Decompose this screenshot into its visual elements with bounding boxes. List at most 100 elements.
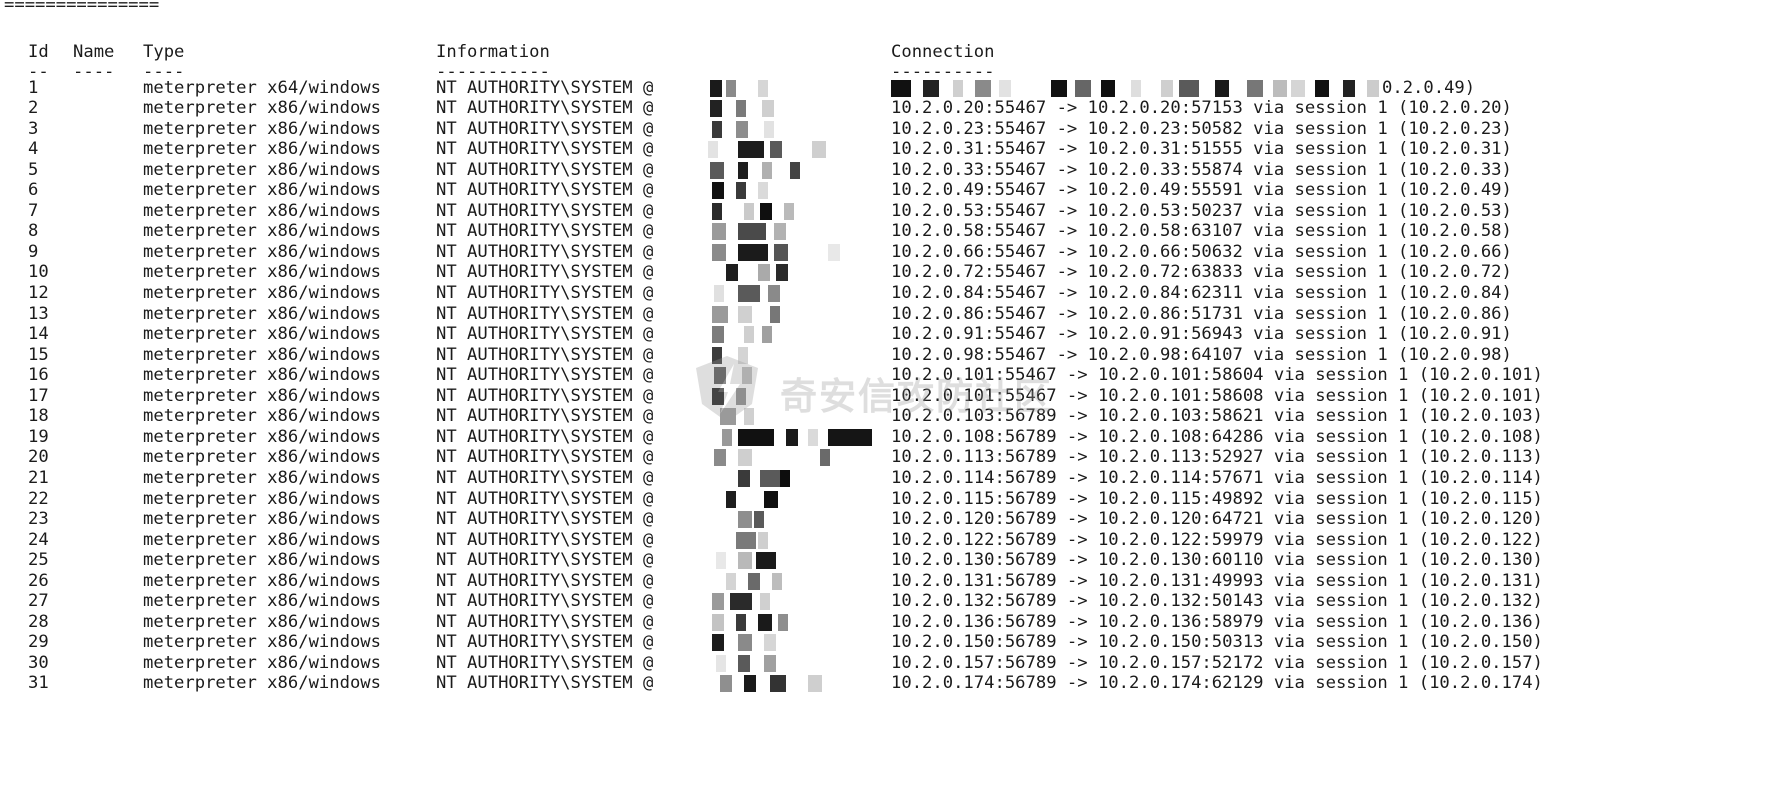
session-id: 18 xyxy=(28,406,49,427)
table-row: 15 meterpreter x86/windows NT AUTHORITY\SY… xyxy=(0,344,1784,367)
session-connection: 10.2.0.150:56789 -> 10.2.0.150:50313 via… xyxy=(891,632,1543,653)
table-row: 29 meterpreter x86/windows NT AUTHORITY\SY… xyxy=(0,631,1784,654)
separator-line: =============== xyxy=(0,0,1784,17)
session-connection: 10.2.0.33:55467 -> 10.2.0.33:55874 via s… xyxy=(891,159,1512,180)
session-type: meterpreter x86/windows xyxy=(143,180,381,201)
redacted-hostname xyxy=(0,241,880,264)
header-rule-name: ---- xyxy=(73,62,115,82)
session-id: 9 xyxy=(28,241,39,262)
redacted-hostname xyxy=(0,220,880,243)
session-connection: 10.2.0.72:55467 -> 10.2.0.72:63833 via s… xyxy=(891,262,1512,283)
session-information: NT AUTHORITY\SYSTEM @ xyxy=(436,77,654,98)
session-connection: 10.2.0.120:56789 -> 10.2.0.120:64721 via… xyxy=(891,509,1543,530)
table-row: 26 meterpreter x86/windows NT AUTHORITY\SY… xyxy=(0,570,1784,593)
redacted-hostname xyxy=(0,323,880,346)
table-row: 4 meterpreter x86/windows NT AUTHORITY\SYS… xyxy=(0,138,1784,161)
header-type: Type xyxy=(143,42,185,62)
session-id: 30 xyxy=(28,652,49,673)
redacted-hostname xyxy=(0,611,880,634)
session-id: 7 xyxy=(28,200,39,221)
redacted-hostname xyxy=(0,426,880,449)
table-row: 9 meterpreter x86/windows NT AUTHORITY\SYS… xyxy=(0,241,1784,264)
session-connection: 10.2.0.98:55467 -> 10.2.0.98:64107 via s… xyxy=(891,344,1512,365)
session-connection: 10.2.0.101:55467 -> 10.2.0.101:58604 via… xyxy=(891,365,1543,386)
session-information: NT AUTHORITY\SYSTEM @ xyxy=(436,303,654,324)
table-row: 7 meterpreter x86/windows NT AUTHORITY\SYS… xyxy=(0,200,1784,223)
session-information: NT AUTHORITY\SYSTEM @ xyxy=(436,426,654,447)
table-row: 28 meterpreter x86/windows NT AUTHORITY\SY… xyxy=(0,611,1784,634)
session-information: NT AUTHORITY\SYSTEM @ xyxy=(436,118,654,139)
session-id: 2 xyxy=(28,98,39,119)
redacted-hostname xyxy=(0,570,880,593)
table-row: 12 meterpreter x86/windows NT AUTHORITY\SY… xyxy=(0,282,1784,305)
session-type: meterpreter x64/windows xyxy=(143,77,381,98)
session-connection: 10.2.0.136:56789 -> 10.2.0.136:58979 via… xyxy=(891,611,1543,632)
table-row: 17 meterpreter x86/windows NT AUTHORITY\SY… xyxy=(0,385,1784,408)
session-id: 12 xyxy=(28,283,49,303)
session-type: meterpreter x86/windows xyxy=(143,467,381,488)
session-id: 16 xyxy=(28,365,49,386)
redacted-hostname xyxy=(0,303,880,326)
redacted-hostname xyxy=(0,138,880,161)
header-connection: Connection xyxy=(891,42,995,62)
session-id: 25 xyxy=(28,550,49,571)
redacted-hostname xyxy=(0,590,880,613)
session-type: meterpreter x86/windows xyxy=(143,324,381,345)
table-row: 18 meterpreter x86/windows NT AUTHORITY\SY… xyxy=(0,405,1784,428)
session-connection: 10.2.0.132:56789 -> 10.2.0.132:50143 via… xyxy=(891,591,1543,612)
redacted-hostname xyxy=(0,652,880,675)
redacted-connection xyxy=(891,77,1391,100)
session-information: NT AUTHORITY\SYSTEM @ xyxy=(436,488,654,509)
session-id: 3 xyxy=(28,118,39,139)
redacted-hostname xyxy=(0,77,880,100)
session-information: NT AUTHORITY\SYSTEM @ xyxy=(436,241,654,262)
session-information: NT AUTHORITY\SYSTEM @ xyxy=(436,159,654,180)
session-type: meterpreter x86/windows xyxy=(143,550,381,571)
session-type: meterpreter x86/windows xyxy=(143,406,381,427)
session-information: NT AUTHORITY\SYSTEM @ xyxy=(436,221,654,242)
session-type: meterpreter x86/windows xyxy=(143,385,381,406)
redacted-hostname xyxy=(0,672,880,695)
session-id: 22 xyxy=(28,488,49,509)
session-id: 26 xyxy=(28,570,49,591)
session-id: 6 xyxy=(28,180,39,201)
table-row: 16 meterpreter x86/windows NT AUTHORITY\SY… xyxy=(0,364,1784,387)
session-information: NT AUTHORITY\SYSTEM @ xyxy=(436,139,654,160)
session-id: 21 xyxy=(28,467,49,488)
session-connection: 10.2.0.101:55467 -> 10.2.0.101:58608 via… xyxy=(891,385,1543,406)
redacted-hostname xyxy=(0,631,880,654)
redacted-hostname xyxy=(0,200,880,223)
session-connection: 10.2.0.86:55467 -> 10.2.0.86:51731 via s… xyxy=(891,303,1512,324)
table-header-row: Id Name Type Information Connection xyxy=(0,41,1784,64)
header-rule-type: ---- xyxy=(143,62,185,82)
session-connection: 10.2.0.91:55467 -> 10.2.0.91:56943 via s… xyxy=(891,324,1512,345)
redacted-hostname xyxy=(0,549,880,572)
table-row: 13 meterpreter x86/windows NT AUTHORITY\SY… xyxy=(0,303,1784,326)
table-row: 27 meterpreter x86/windows NT AUTHORITY\SY… xyxy=(0,590,1784,613)
session-type: meterpreter x86/windows xyxy=(143,241,381,262)
session-type: meterpreter x86/windows xyxy=(143,118,381,139)
redacted-hostname xyxy=(0,179,880,202)
session-information: NT AUTHORITY\SYSTEM @ xyxy=(436,447,654,468)
session-connection: 10.2.0.114:56789 -> 10.2.0.114:57671 via… xyxy=(891,467,1543,488)
session-connection: 10.2.0.174:56789 -> 10.2.0.174:62129 via… xyxy=(891,673,1543,694)
session-type: meterpreter x86/windows xyxy=(143,283,381,303)
redacted-hostname xyxy=(0,344,880,367)
session-id: 1 xyxy=(28,77,39,98)
table-row: 24 meterpreter x86/windows NT AUTHORITY\SY… xyxy=(0,529,1784,552)
session-type: meterpreter x86/windows xyxy=(143,303,381,324)
session-connection: 10.2.0.58:55467 -> 10.2.0.58:63107 via s… xyxy=(891,221,1512,242)
session-type: meterpreter x86/windows xyxy=(143,262,381,283)
session-connection: 10.2.0.23:55467 -> 10.2.0.23:50582 via s… xyxy=(891,118,1512,139)
session-type: meterpreter x86/windows xyxy=(143,159,381,180)
redacted-hostname xyxy=(0,508,880,531)
session-connection: 10.2.0.157:56789 -> 10.2.0.157:52172 via… xyxy=(891,652,1543,673)
header-id: Id xyxy=(28,42,49,62)
session-type: meterpreter x86/windows xyxy=(143,98,381,119)
session-connection: 10.2.0.122:56789 -> 10.2.0.122:59979 via… xyxy=(891,529,1543,550)
session-information: NT AUTHORITY\SYSTEM @ xyxy=(436,283,654,303)
session-connection: 10.2.0.130:56789 -> 10.2.0.130:60110 via… xyxy=(891,550,1543,571)
session-id: 15 xyxy=(28,344,49,365)
session-information: NT AUTHORITY\SYSTEM @ xyxy=(436,529,654,550)
session-type: meterpreter x86/windows xyxy=(143,570,381,591)
